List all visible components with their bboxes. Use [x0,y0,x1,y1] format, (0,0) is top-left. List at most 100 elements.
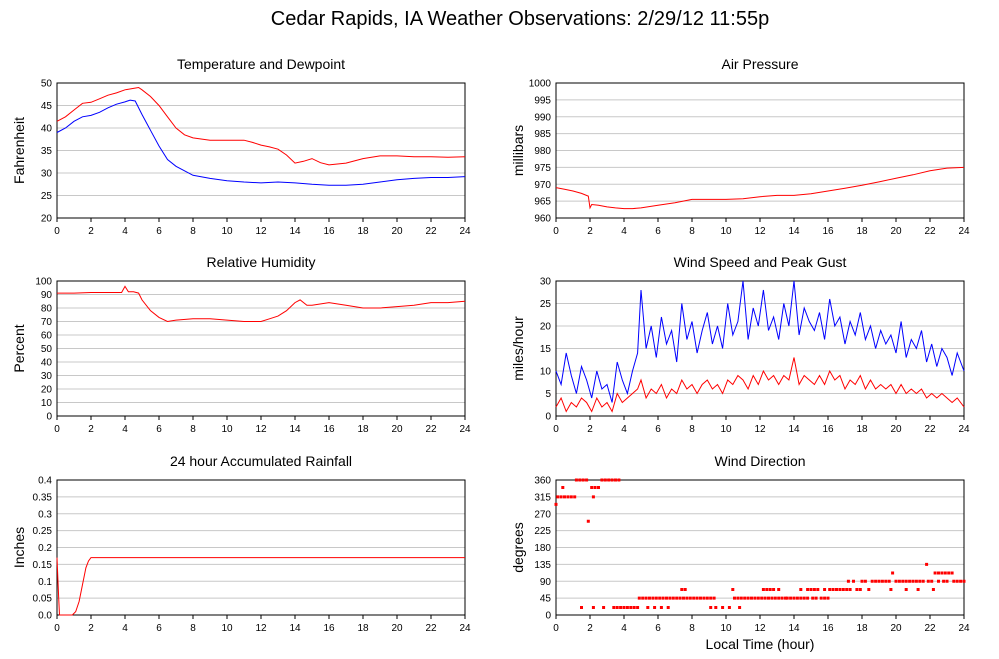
x-tick-label: 4 [621,623,627,634]
data-point [695,596,699,600]
y-axis-label: millibars [510,125,526,176]
y-tick-label: 0.4 [38,476,52,487]
data-point [580,606,583,609]
x-tick-label: 22 [425,623,437,634]
data-point [914,579,918,583]
data-point [763,596,767,600]
series-line-2 [555,357,965,413]
data-point [768,588,772,591]
data-point [921,579,925,583]
x-tick-label: 6 [655,226,661,237]
series-line-1 [56,557,465,616]
y-tick-label: 970 [534,180,551,191]
data-point [559,495,563,499]
data-point [933,571,937,575]
x-tick-label: 6 [156,623,162,634]
data-point [644,596,648,600]
y-tick-label: 0.15 [33,560,53,571]
data-point [739,596,743,600]
data-point [731,588,735,591]
x-tick-label: 18 [856,623,868,634]
x-tick-label: 14 [289,424,301,435]
x-axis-label: Local Time (hour) [706,636,815,652]
series-line-1 [555,280,965,403]
data-point [600,478,604,482]
data-point [733,596,736,600]
y-tick-label: 25 [41,191,53,202]
y-tick-label: 990 [534,112,551,123]
x-tick-label: 10 [720,424,732,435]
data-point [581,478,585,482]
data-point [863,579,867,583]
chart-title: 24 hour Accumulated Rainfall [170,453,352,469]
data-point [736,596,740,600]
data-point [772,588,776,591]
x-tick-label: 6 [655,424,661,435]
x-tick-label: 12 [255,424,267,435]
x-tick-label: 8 [190,623,196,634]
y-tick-label: 50 [41,344,53,355]
data-point [556,495,560,499]
y-axis-label: Inches [11,527,27,568]
data-point [792,596,796,600]
x-tick-label: 4 [122,623,128,634]
data-point [727,606,731,609]
y-tick-label: 90 [540,577,552,588]
data-point [870,579,874,583]
data-point [760,596,764,600]
y-tick-label: 45 [41,101,53,112]
data-point [770,596,774,600]
x-tick-label: 24 [459,623,471,634]
data-point [569,495,573,499]
x-tick-label: 18 [357,226,369,237]
y-tick-label: 25 [540,299,552,310]
data-point [889,588,893,591]
data-point [823,588,827,591]
x-tick-label: 20 [890,226,902,237]
data-point [926,579,930,583]
y-tick-label: 90 [41,290,53,301]
data-point [753,596,757,600]
data-point [651,596,655,600]
x-tick-label: 10 [720,226,732,237]
data-point [680,588,684,591]
y-tick-label: 0.25 [33,526,53,537]
data-point [950,571,954,575]
y-tick-label: 360 [534,476,551,487]
y-tick-label: 15 [540,344,552,355]
y-tick-label: 965 [534,197,551,208]
data-point [838,588,842,591]
x-tick-label: 0 [553,424,559,435]
data-point [860,579,864,583]
data-point [901,579,905,583]
data-point [799,596,803,600]
data-point [702,596,706,600]
y-tick-label: 30 [41,371,53,382]
y-tick-label: 45 [540,594,552,605]
data-point [826,596,830,600]
data-point [845,588,849,591]
plot-border [555,479,965,616]
chart-title: Wind Direction [714,453,805,469]
data-point [683,588,687,591]
x-tick-label: 2 [88,623,94,634]
x-tick-label: 14 [289,623,301,634]
data-point [654,596,658,600]
x-tick-label: 12 [754,424,766,435]
data-point [955,579,959,583]
data-point [714,606,718,609]
x-tick-label: 20 [391,424,403,435]
y-tick-label: 0.2 [38,543,52,554]
x-tick-label: 2 [88,226,94,237]
x-tick-label: 18 [357,424,369,435]
y-tick-label: 0.3 [38,509,52,520]
y-axis-label: degrees [510,522,526,573]
data-point [574,478,578,482]
data-point [784,596,787,600]
data-point [646,606,650,609]
data-point [709,596,713,600]
data-point [874,579,878,583]
y-axis-label: miles/hour [510,316,526,381]
